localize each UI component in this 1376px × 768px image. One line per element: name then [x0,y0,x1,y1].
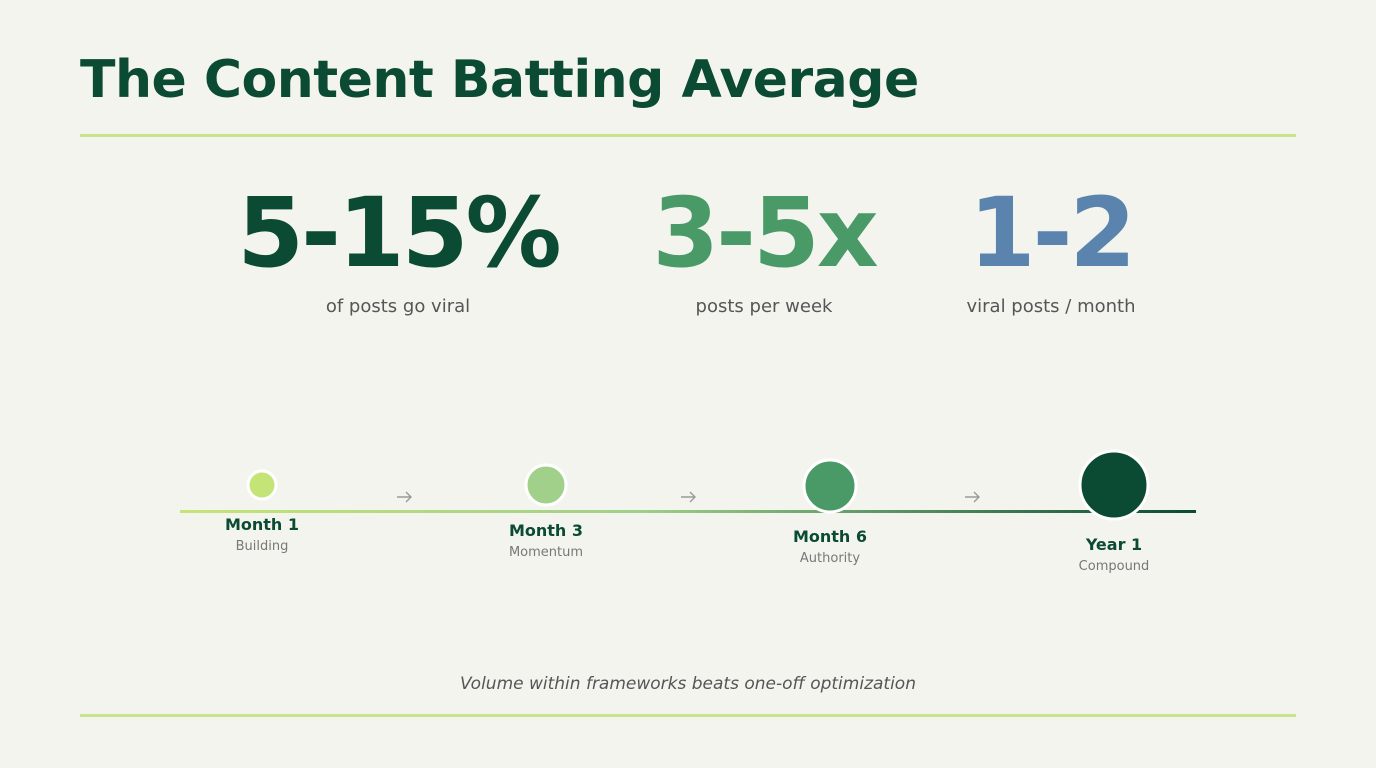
stat-value: 1-2 [968,177,1136,289]
milestone-dot [524,463,568,507]
milestone-sublabel: Momentum [508,545,584,560]
footer-note: Volume within frameworks beats one-off o… [460,674,916,694]
milestone-label: Month 6 [792,527,868,546]
stat-value: 5-15% [237,177,561,289]
timeline [180,449,1196,521]
milestone-dot [802,458,858,514]
milestone-dot [1078,449,1150,521]
stat-value: 3-5x [652,177,878,289]
timeline-line [180,510,1196,513]
title: The Content Batting Average [80,50,919,110]
milestone-dot [246,469,278,501]
milestone-sublabel: Building [235,539,289,554]
arrows [397,491,980,503]
stat-label: of posts go viral [325,296,471,317]
milestone-label: Month 3 [508,521,584,540]
milestone-sublabel: Authority [799,551,861,566]
stat-label: posts per week [695,296,833,317]
divider [80,134,1296,137]
milestone-sublabel: Compound [1078,559,1150,574]
stat-label: viral posts / month [966,296,1136,317]
milestone-label: Year 1 [1085,535,1143,554]
milestone-label: Month 1 [224,515,300,534]
divider [80,714,1296,717]
